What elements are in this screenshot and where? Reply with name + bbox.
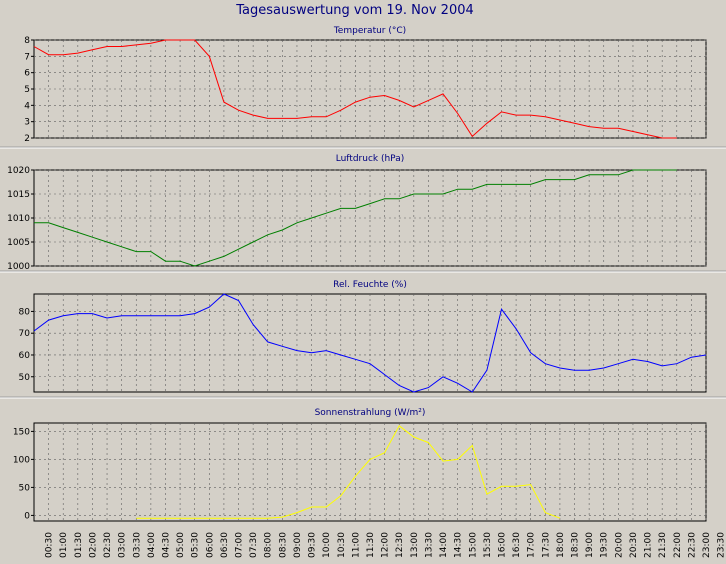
x-tick-label: 19:00 (585, 532, 595, 558)
y-tick-label: 1000 (7, 262, 30, 272)
y-tick-label: 4 (24, 101, 30, 111)
x-tick-label: 18:30 (571, 532, 581, 558)
chart-panel-2: Luftdruck (hPa) 1000 1005 1010 1015 1020 (7, 154, 707, 272)
x-tick-label: 21:30 (658, 532, 668, 558)
x-tick-label: 07:00 (235, 532, 245, 558)
x-tick-label: 02:30 (103, 532, 113, 558)
y-tick-label: 1010 (7, 214, 30, 224)
y-tick-label: 50 (19, 483, 31, 493)
x-tick-label: 08:00 (264, 532, 274, 558)
x-tick-label: 03:30 (132, 532, 142, 558)
x-tick-label: 15:00 (468, 532, 478, 558)
x-tick-label: 06:00 (205, 532, 215, 558)
x-tick-label: 09:00 (293, 532, 303, 558)
x-tick-label: 08:30 (278, 532, 288, 558)
x-tick-label: 10:30 (337, 532, 347, 558)
x-tick-label: 21:00 (644, 532, 654, 558)
x-tick-label: 10:00 (322, 532, 332, 558)
y-tick-label: 1005 (7, 238, 30, 248)
chart-panel-4: Sonnenstrahlung (W/m²) 0 50 100 150 (13, 408, 707, 522)
chart-panel-3: Rel. Feuchte (%) 50 60 70 80 (19, 280, 707, 393)
x-tick-label: 12:30 (395, 532, 405, 558)
x-tick-label: 17:30 (541, 532, 551, 558)
x-tick-label: 09:30 (308, 532, 318, 558)
y-tick-label: 8 (24, 36, 30, 46)
plot-frame (33, 422, 707, 522)
y-tick-label: 70 (19, 329, 31, 339)
y-tick-label: 5 (24, 85, 30, 95)
x-tick-label: 03:00 (118, 532, 128, 558)
series-line (33, 293, 707, 393)
x-tick-label: 20:30 (629, 532, 639, 558)
x-tick-label: 04:30 (161, 532, 171, 558)
x-tick-label: 11:00 (351, 532, 361, 558)
x-tick-label: 05:00 (176, 532, 186, 558)
panel-title: Temperatur (°C) (333, 26, 406, 36)
panel-title: Sonnenstrahlung (W/m²) (315, 408, 426, 418)
series-line (34, 169, 677, 267)
series-line (33, 39, 677, 139)
x-tick-label: 23:30 (717, 532, 726, 558)
x-tick-label: 04:00 (147, 532, 157, 558)
y-tick-label: 100 (13, 455, 30, 465)
y-tick-label: 150 (13, 427, 30, 437)
x-tick-label: 13:30 (424, 532, 434, 558)
x-tick-label: 16:00 (497, 532, 507, 558)
panel-title: Rel. Feuchte (%) (333, 280, 407, 290)
y-tick-label: 60 (19, 351, 31, 361)
x-tick-label: 13:00 (410, 532, 420, 558)
plot-frame (33, 293, 707, 393)
panel-title: Luftdruck (hPa) (336, 154, 405, 164)
x-tick-label: 16:30 (512, 532, 522, 558)
y-tick-label: 1015 (7, 190, 30, 200)
x-tick-label: 07:30 (249, 532, 259, 558)
y-tick-label: 1020 (7, 166, 30, 176)
series-line (136, 425, 561, 519)
x-tick-label: 23:00 (702, 532, 712, 558)
x-axis: 00:30 01:00 01:30 02:00 02:30 03:00 03:30 04:00… (45, 532, 726, 558)
x-tick-label: 11:30 (366, 532, 376, 558)
x-tick-label: 12:00 (381, 532, 391, 558)
x-tick-label: 05:30 (191, 532, 201, 558)
x-tick-label: 15:30 (483, 532, 493, 558)
y-tick-label: 2 (24, 134, 30, 144)
y-tick-label: 6 (24, 69, 30, 79)
chart-panel-1: Temperatur (°C) 2 3 4 5 6 7 8 (24, 26, 707, 144)
x-tick-label: 14:00 (439, 532, 449, 558)
x-tick-label: 00:30 (45, 532, 55, 558)
y-tick-label: 80 (19, 307, 31, 317)
x-tick-label: 22:00 (673, 532, 683, 558)
y-tick-label: 7 (24, 52, 30, 62)
x-tick-label: 01:00 (59, 532, 69, 558)
page-title: Tagesauswertung vom 19. Nov 2004 (235, 3, 474, 18)
y-tick-label: 3 (24, 118, 30, 128)
x-tick-label: 14:30 (454, 532, 464, 558)
x-tick-label: 18:00 (556, 532, 566, 558)
x-tick-label: 20:00 (614, 532, 624, 558)
x-tick-label: 06:30 (220, 532, 230, 558)
x-tick-label: 19:30 (600, 532, 610, 558)
x-tick-label: 01:30 (74, 532, 84, 558)
x-tick-label: 22:30 (687, 532, 697, 558)
y-tick-label: 0 (24, 511, 30, 521)
x-tick-label: 02:00 (88, 532, 98, 558)
x-tick-label: 17:00 (527, 532, 537, 558)
y-tick-label: 50 (19, 373, 31, 383)
